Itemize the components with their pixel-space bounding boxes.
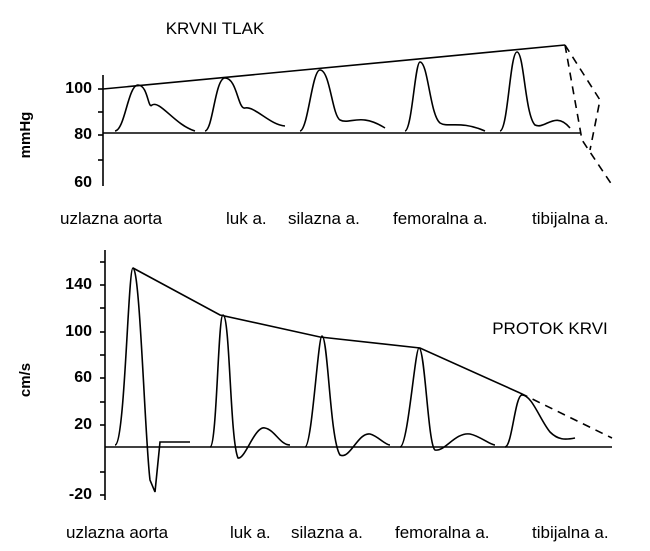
- pressure-axes: [98, 44, 613, 186]
- site-label: tibijalna a.: [532, 523, 609, 542]
- flow-title: PROTOK KRVI: [492, 319, 608, 338]
- site-label: luk a.: [226, 209, 267, 228]
- pressure-title: KRVNI TLAK: [166, 19, 265, 38]
- pressure-unit: mmHg: [17, 112, 34, 159]
- tick-label: 100: [65, 80, 92, 97]
- flow-waves: [114, 267, 576, 493]
- tick-label: 60: [74, 174, 92, 191]
- tick-label: 140: [65, 276, 92, 293]
- site-label: uzlazna aorta: [66, 523, 169, 542]
- tick-label: 80: [74, 126, 92, 143]
- flow-axes: [100, 250, 613, 500]
- site-label: femoralna a.: [393, 209, 488, 228]
- site-label: femoralna a.: [395, 523, 490, 542]
- tick-label: 100: [65, 323, 92, 340]
- site-label: tibijalna a.: [532, 209, 609, 228]
- pressure-waves: [114, 51, 571, 132]
- site-label: luk a.: [230, 523, 271, 542]
- site-label: silazna a.: [288, 209, 360, 228]
- tick-label: 20: [74, 416, 92, 433]
- tick-label: -20: [69, 486, 92, 503]
- site-label: silazna a.: [291, 523, 363, 542]
- site-label: uzlazna aorta: [60, 209, 163, 228]
- tick-label: 60: [74, 369, 92, 386]
- flow-unit: cm/s: [17, 363, 34, 397]
